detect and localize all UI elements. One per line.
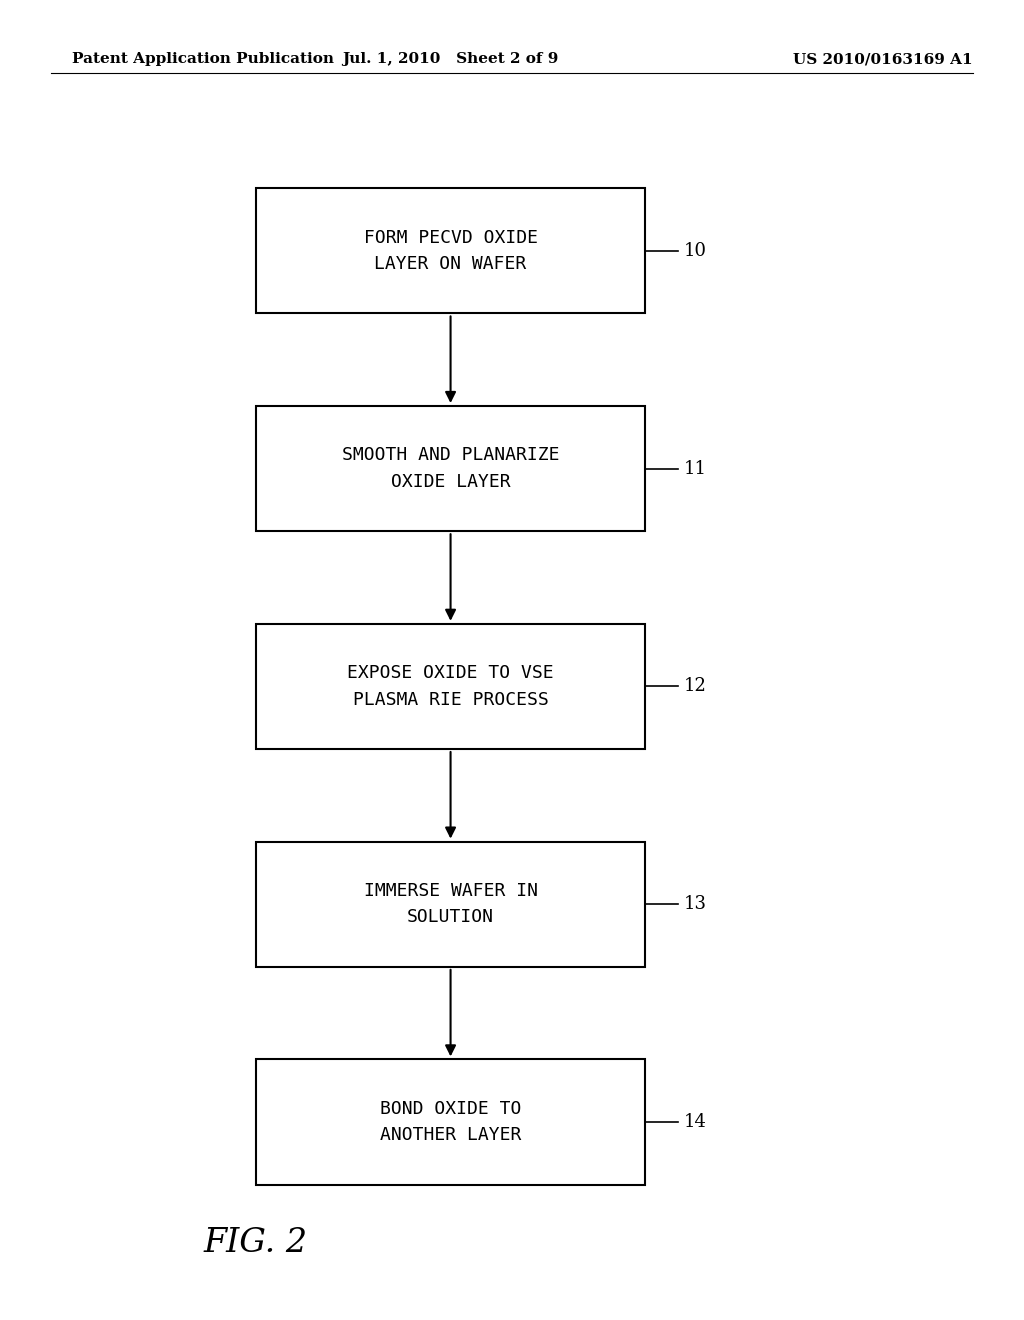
Text: BOND OXIDE TO
ANOTHER LAYER: BOND OXIDE TO ANOTHER LAYER [380,1100,521,1144]
Text: 14: 14 [684,1113,707,1131]
Text: FORM PECVD OXIDE
LAYER ON WAFER: FORM PECVD OXIDE LAYER ON WAFER [364,228,538,273]
Text: IMMERSE WAFER IN
SOLUTION: IMMERSE WAFER IN SOLUTION [364,882,538,927]
Text: FIG. 2: FIG. 2 [204,1228,308,1259]
Text: 13: 13 [684,895,707,913]
Bar [256,407,645,531]
Text: EXPOSE OXIDE TO VSE
PLASMA RIE PROCESS: EXPOSE OXIDE TO VSE PLASMA RIE PROCESS [347,664,554,709]
Text: 11: 11 [684,459,707,478]
Bar [256,624,645,750]
Text: Jul. 1, 2010   Sheet 2 of 9: Jul. 1, 2010 Sheet 2 of 9 [342,53,559,66]
Bar [256,842,645,966]
Bar [256,187,645,313]
Text: Patent Application Publication: Patent Application Publication [72,53,334,66]
Text: 10: 10 [684,242,707,260]
Bar [256,1059,645,1185]
Text: 12: 12 [684,677,707,696]
Text: SMOOTH AND PLANARIZE
OXIDE LAYER: SMOOTH AND PLANARIZE OXIDE LAYER [342,446,559,491]
Text: US 2010/0163169 A1: US 2010/0163169 A1 [794,53,973,66]
